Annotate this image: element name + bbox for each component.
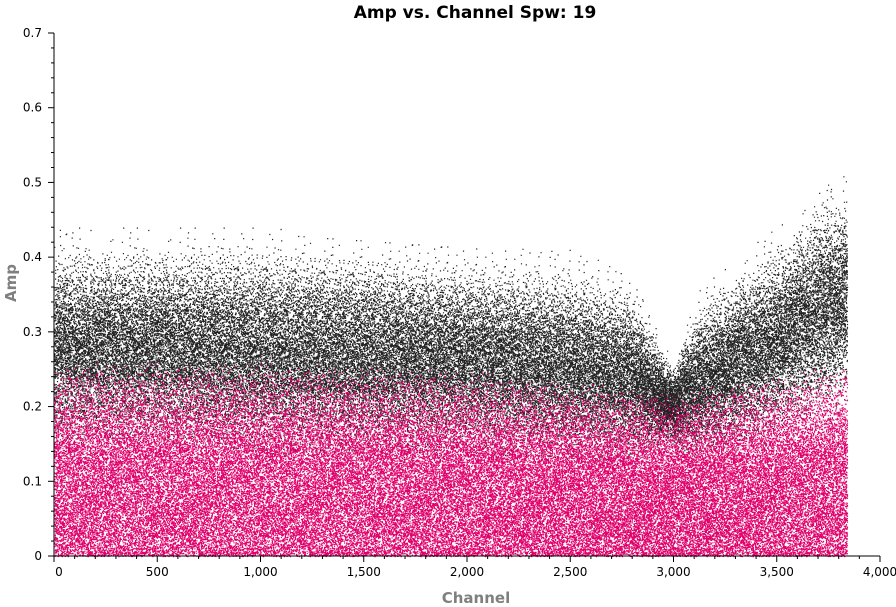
y-tick-label: 0.2 <box>23 400 42 414</box>
x-tick-label: 500 <box>146 565 169 579</box>
y-tick-label: 0.3 <box>23 325 42 339</box>
x-tick-label: 1,500 <box>347 565 381 579</box>
series-2-points <box>54 362 849 558</box>
data-points <box>54 176 849 558</box>
x-tick-label: 0 <box>55 565 63 579</box>
y-tick-label: 0.7 <box>23 26 42 40</box>
series-2-scatter <box>54 362 849 558</box>
y-axis-label: Amp <box>2 264 20 302</box>
y-tick-label: 0.1 <box>23 474 42 488</box>
x-tick-label: 1,000 <box>243 565 277 579</box>
chart-title: Amp vs. Channel Spw: 19 <box>354 3 597 23</box>
x-tick-label: 3,500 <box>760 565 794 579</box>
series-1-scatter <box>54 176 849 467</box>
axes: 0 500 1,000 1,500 2,000 2,500 3,000 3,500 4,000 0… <box>23 26 896 579</box>
x-axis-label: Channel <box>442 589 510 607</box>
x-tick-label: 2,500 <box>553 565 587 579</box>
series-1-points <box>54 176 849 467</box>
x-tick-label: 3,000 <box>656 565 690 579</box>
y-tick-label: 0.5 <box>23 175 42 189</box>
y-tick-label: 0.6 <box>23 101 42 115</box>
x-tick-label: 4,000 <box>863 565 896 579</box>
y-tick-label: 0 <box>34 549 42 563</box>
y-tick-label: 0.4 <box>23 250 42 264</box>
x-tick-label: 2,000 <box>450 565 484 579</box>
